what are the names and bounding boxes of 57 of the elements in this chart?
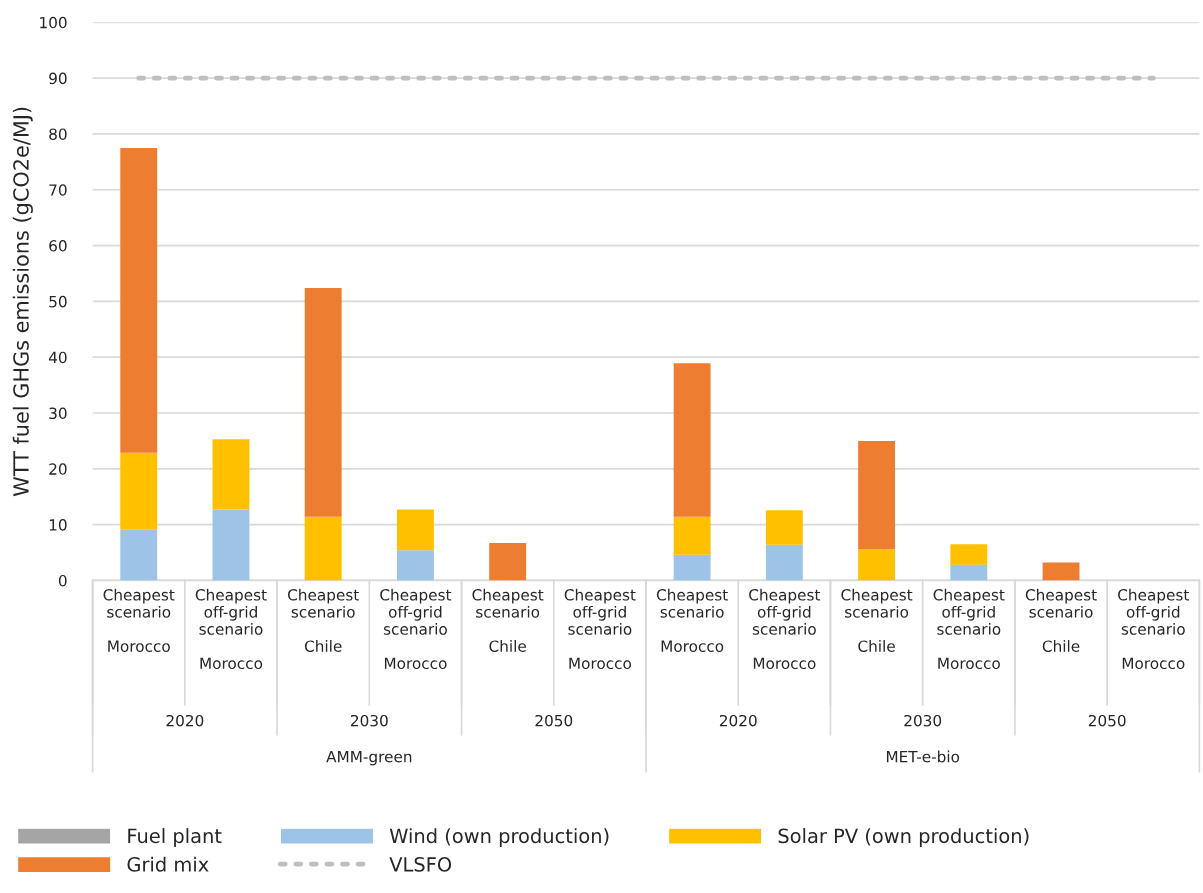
y-tick-label: 20	[49, 463, 67, 475]
y-tick-label: 90	[49, 72, 67, 85]
text: MET-e-bio	[886, 750, 960, 763]
category-label: Cheapest scenario Chile	[287, 588, 359, 652]
category-label: Cheapest off-grid scenario Morocco	[195, 588, 267, 670]
bar	[765, 510, 803, 545]
bar	[858, 549, 896, 581]
y-tick-label: 40	[48, 351, 67, 364]
bar	[304, 287, 342, 517]
bar	[1042, 562, 1080, 581]
bar	[673, 516, 711, 555]
bar	[212, 509, 250, 581]
y-tick-label: 0	[58, 574, 67, 587]
y-tick-label: 70	[49, 184, 67, 196]
bar	[950, 544, 988, 565]
category-label: Cheapest off-grid scenario Morocco	[749, 588, 821, 670]
text: 2030	[904, 714, 942, 727]
bar	[673, 363, 711, 517]
y-tick-label: 50	[49, 295, 67, 308]
category-label: Cheapest scenario Chile	[472, 588, 544, 652]
category-label: Cheapest scenario Morocco	[656, 588, 728, 652]
y-tick-label: 60	[49, 240, 67, 252]
bar	[120, 452, 158, 530]
category-label: Cheapest off-grid scenario Morocco	[564, 588, 636, 670]
category-label: Cheapest off-grid scenario Morocco	[1118, 588, 1189, 670]
text: 2020	[166, 714, 204, 727]
category-label: Cheapest off-grid scenario Morocco	[380, 588, 452, 670]
category-label: Cheapest scenario Morocco	[103, 588, 175, 652]
bar	[212, 439, 250, 510]
bar	[765, 544, 803, 581]
bar	[858, 440, 896, 550]
text: 2050	[1088, 714, 1126, 727]
legend-label: Fuel plant	[128, 828, 222, 847]
bar	[396, 550, 434, 581]
bar	[673, 554, 711, 581]
text: AMM-green	[326, 751, 412, 766]
legend-label: Solar PV (own production)	[778, 828, 1029, 847]
text: 2020	[719, 714, 757, 727]
bar	[950, 564, 988, 581]
y-tick-label: 80	[49, 128, 67, 140]
y-axis-title: WTT fuel GHGs emissions (gCO2e/MJ)	[12, 107, 33, 497]
category-label: Cheapest scenario Chile	[841, 588, 913, 652]
bar	[120, 529, 158, 581]
legend-label: Wind (own production)	[389, 828, 609, 847]
bar	[489, 543, 527, 581]
bar	[304, 516, 342, 581]
legend-label: VLSFO	[389, 857, 452, 872]
legend-label: Grid mix	[127, 856, 209, 872]
text: 2050	[535, 714, 573, 727]
y-tick-label: 30	[49, 407, 67, 420]
category-label: Cheapest off-grid scenario Morocco	[933, 588, 1005, 670]
text: 2030	[351, 714, 388, 727]
bar	[396, 509, 434, 551]
category-label: Cheapest scenario Chile	[1025, 588, 1097, 652]
y-tick-label: 10	[49, 519, 67, 531]
y-tick-label: 100	[40, 16, 67, 29]
bar	[120, 147, 158, 453]
